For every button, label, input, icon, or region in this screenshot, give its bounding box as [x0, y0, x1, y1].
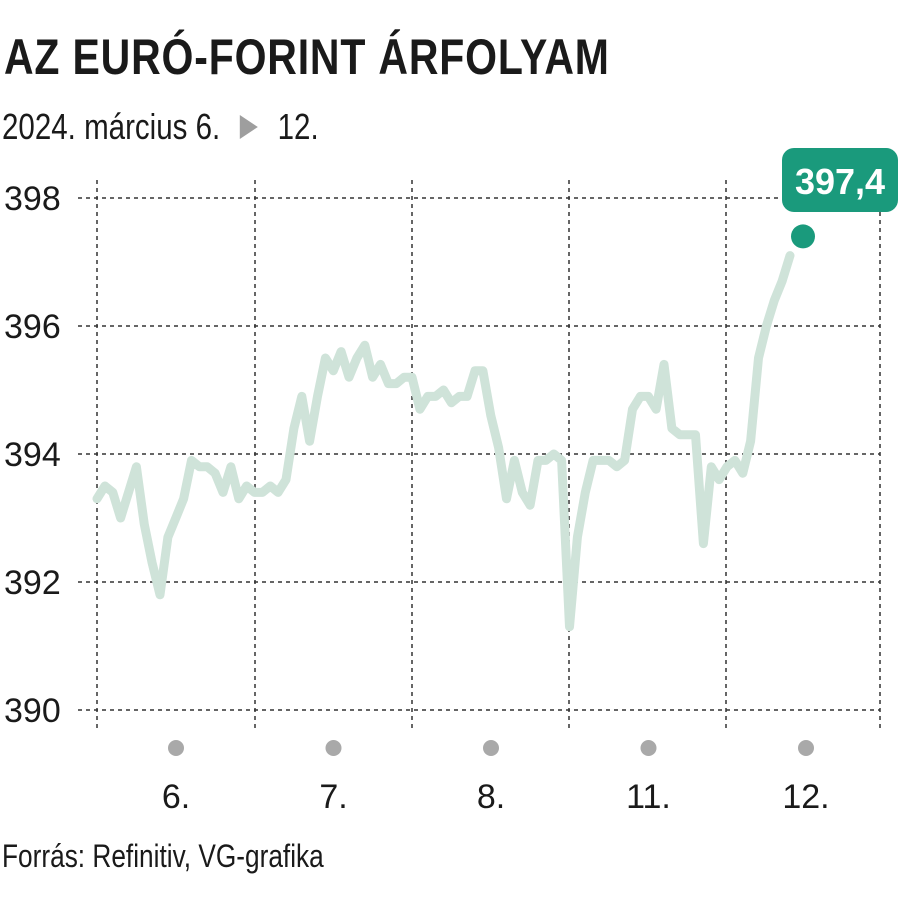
- x-tick-label: 11.: [626, 778, 671, 816]
- chart-subtitle: 2024. március 6. 12.: [2, 106, 319, 148]
- period-end: 12.: [277, 106, 319, 147]
- x-tick-label: 12.: [782, 778, 829, 816]
- day-marker: [168, 740, 184, 756]
- y-tick-label: 390: [4, 692, 61, 730]
- y-tick-label: 396: [4, 308, 61, 346]
- last-value-label: 397,4: [795, 161, 885, 202]
- series-line: [92, 251, 795, 632]
- line-chart: 390 392 394 396 398 397,4 6. 7. 8. 11. 12.: [4, 148, 898, 816]
- x-tick-label: 7.: [319, 778, 347, 816]
- day-marker: [483, 740, 499, 756]
- day-marker: [798, 740, 814, 756]
- y-tick-label: 398: [4, 180, 61, 218]
- x-tick-label: 8.: [477, 778, 505, 816]
- last-value-point: [791, 224, 815, 249]
- y-tick-label: 394: [4, 436, 61, 474]
- y-tick-label: 392: [4, 564, 61, 602]
- period-start: 2024. március 6.: [2, 106, 221, 147]
- chart-title: AZ EURÓ-FORINT ÁRFOLYAM: [4, 29, 610, 85]
- source-note: Forrás: Refinitiv, VG-grafika: [2, 838, 324, 874]
- x-tick-label: 6.: [162, 778, 190, 816]
- last-value-badge: [782, 148, 898, 212]
- day-marker: [325, 740, 342, 756]
- day-marker: [640, 740, 657, 756]
- play-arrow-icon: [239, 115, 258, 139]
